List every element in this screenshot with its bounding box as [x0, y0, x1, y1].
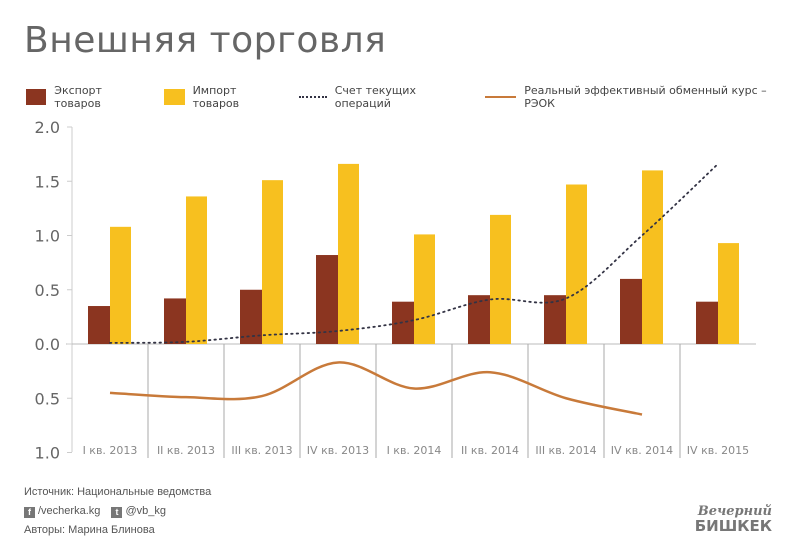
x-tick-label: IV кв. 2014: [611, 444, 673, 457]
x-tick-label: I кв. 2014: [387, 444, 442, 457]
bar-import: [642, 170, 663, 344]
legend-swatch-export: [26, 89, 47, 105]
legend-import: Импорт товаров: [164, 84, 279, 110]
y-tick-label: 0.5: [35, 281, 60, 300]
legend-label: Экспорт товаров: [54, 84, 102, 110]
twitter-link[interactable]: @vb_kg: [125, 505, 166, 517]
facebook-link[interactable]: /vecherka.kg: [38, 505, 101, 517]
y-tick-label: 1.0: [35, 227, 60, 246]
x-tick-label: III кв. 2013: [231, 444, 292, 457]
bar-import: [414, 234, 435, 344]
authors-text: Авторы: Марина Блинова: [24, 524, 155, 536]
legend-label: Счет текущих операций: [334, 84, 416, 110]
y-tick-label: 0.0: [35, 335, 60, 354]
x-tick-label: IV кв. 2013: [307, 444, 369, 457]
page-title: Внешняя торговля: [24, 20, 387, 61]
chart: 2.0 1.5 1.0 0.5 0.0 0.5 1.0 I кв. 2013 II кв. 20…: [35, 118, 756, 463]
legend-label: Импорт товаров: [192, 84, 240, 110]
bar-export: [392, 301, 414, 344]
bar-import: [490, 214, 511, 344]
bar-export: [88, 306, 110, 344]
bar-import: [338, 163, 359, 344]
x-tick-label: I кв. 2013: [83, 444, 138, 457]
twitter-icon: t: [111, 507, 123, 518]
line-current-account: [109, 162, 719, 344]
line-reer: [109, 361, 643, 416]
bar-export: [316, 255, 338, 344]
bar-import: [718, 243, 739, 344]
social-links: f/vecherka.kg t @vb_kg: [24, 505, 166, 518]
bar-import: [566, 184, 587, 344]
bar-import: [110, 226, 131, 344]
x-tick-label: II кв. 2014: [461, 444, 519, 457]
source-text: Источник: Национальные ведомства: [24, 486, 212, 498]
bar-export: [696, 301, 718, 344]
bar-export: [468, 295, 490, 344]
y-tick-label: 0.5: [35, 389, 60, 408]
bar-export: [240, 289, 262, 344]
legend-export: Экспорт товаров: [26, 84, 144, 110]
bar-import: [186, 196, 207, 344]
legend-swatch-line: [484, 96, 517, 98]
bar-export: [544, 295, 566, 344]
legend-label: Реальный эффективный обменный курс – РЭО…: [524, 84, 767, 110]
legend-reer: Реальный эффективный обменный курс – РЭО…: [484, 84, 780, 110]
legend: Экспорт товаров Импорт товаров Счет теку…: [26, 84, 800, 110]
bar-export: [620, 278, 642, 344]
x-tick-label: III кв. 2014: [535, 444, 596, 457]
y-tick-label: 1.0: [35, 444, 60, 463]
y-tick-label: 1.5: [35, 172, 60, 191]
logo: Вечерний БИШКЕК: [694, 504, 772, 535]
bar-export: [164, 298, 186, 344]
bar-import: [262, 180, 283, 344]
x-tick-label: IV кв. 2015: [687, 444, 749, 457]
y-tick-label: 2.0: [35, 118, 60, 137]
x-tick-label: II кв. 2013: [157, 444, 215, 457]
legend-swatch-import: [164, 89, 185, 105]
facebook-icon: f: [24, 507, 35, 518]
legend-current-account: Счет текущих операций: [299, 84, 465, 110]
legend-swatch-dotted: [299, 96, 327, 98]
